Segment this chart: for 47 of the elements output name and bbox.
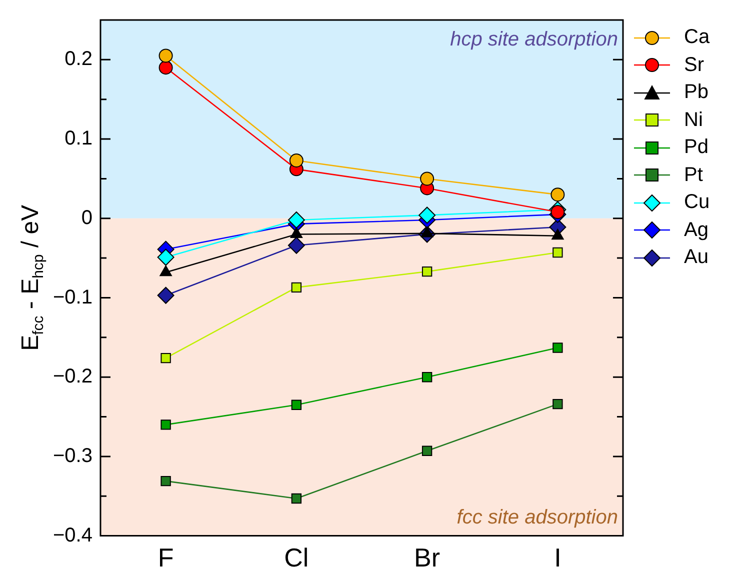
point [418,206,436,224]
point [291,282,302,293]
band-label: fcc site adsorption [456,506,618,528]
legend-label: Pt [684,164,703,187]
point [550,188,565,202]
point [157,286,174,304]
point [422,372,432,382]
point [288,236,305,254]
legend-label: Au [684,246,708,270]
point [158,48,173,63]
y-axis-title: Efcc - Ehcp / eV [17,204,47,351]
y-tick-label: 0.1 [64,128,92,150]
point [422,446,432,456]
legend-label: Ni [684,108,703,132]
legend-label: Pb [684,81,708,104]
y-tick-label: 0 [81,206,92,229]
point [289,153,304,168]
point [291,493,302,504]
y-tick-label: −0.2 [53,366,92,388]
point [552,342,563,353]
point [552,247,563,258]
point [552,398,563,410]
point [422,266,432,277]
point [291,400,302,410]
point [550,205,565,220]
point [160,420,171,430]
legend-label: Sr [684,54,704,77]
band-label: hcp site adsorption [450,28,618,51]
x-tick-label: F [158,542,174,573]
y-tick-label: −0.4 [53,524,92,546]
point [420,172,434,186]
point [160,476,171,486]
x-tick-label: Br [414,542,440,573]
legend-label: Cu [684,191,710,214]
legend-label: Ca [684,26,710,50]
legend-label: Pd [684,136,708,160]
point [160,352,171,364]
legend-label: Ag [684,218,708,242]
y-tick-label: 0.2 [64,48,92,70]
point [290,227,303,238]
y-tick-label: −0.1 [53,286,92,308]
point [288,211,305,228]
x-tick-label: Cl [284,542,309,573]
point [157,248,174,266]
y-tick-label: −0.3 [53,444,92,467]
point [158,60,173,75]
x-tick-label: I [554,542,562,573]
